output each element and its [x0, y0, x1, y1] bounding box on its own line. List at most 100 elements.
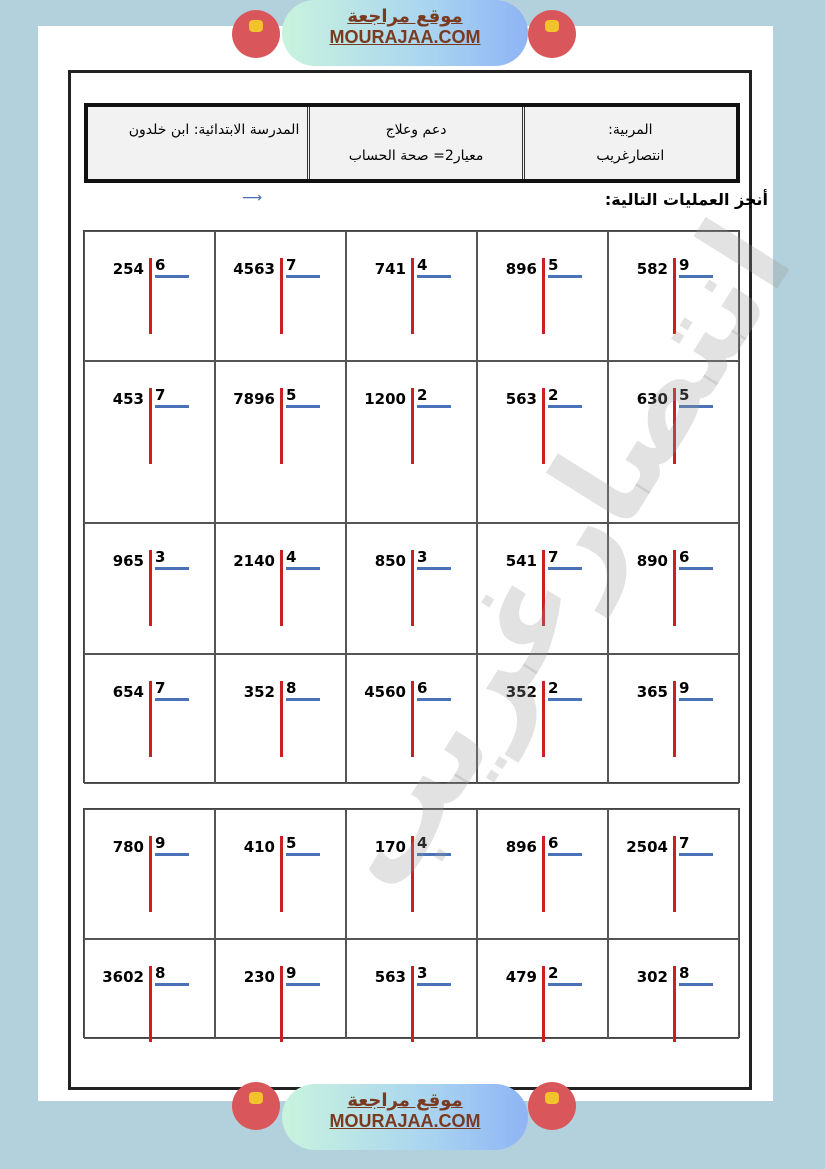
division-cell[interactable]: 7896 5	[215, 361, 346, 523]
division-cell[interactable]: 563 3	[346, 939, 477, 1042]
divisor: 7	[679, 834, 713, 856]
division-cell[interactable]: 965 3	[84, 523, 215, 654]
divisor: 3	[155, 548, 189, 570]
division-line	[280, 258, 283, 334]
dividend: 479	[505, 968, 537, 986]
division-cell[interactable]: 479 2	[477, 939, 608, 1042]
site-banner-top[interactable]: موقع مراجعة MOURAJAA.COM	[282, 0, 528, 66]
dividend: 4560	[364, 683, 406, 701]
divisor: 7	[155, 386, 189, 408]
dividend: 170	[374, 838, 406, 856]
division-cell[interactable]: 890 6	[608, 523, 739, 654]
division-cell[interactable]: 352 2	[477, 654, 608, 784]
division-cell[interactable]: 453 7	[84, 361, 215, 523]
divisor: 7	[155, 679, 189, 701]
division-line	[542, 258, 545, 334]
dividend: 453	[112, 390, 144, 408]
division-cell[interactable]: 4563 7	[215, 231, 346, 361]
divisor: 8	[155, 964, 189, 986]
dividend: 780	[112, 838, 144, 856]
divisor: 5	[548, 256, 582, 278]
banner-arabic: موقع مراجعة	[347, 1090, 463, 1111]
division-line	[542, 836, 545, 912]
divisor: 9	[679, 256, 713, 278]
divisor: 9	[155, 834, 189, 856]
divisor: 6	[155, 256, 189, 278]
dividend: 563	[374, 968, 406, 986]
division-line	[280, 388, 283, 464]
dividend: 563	[505, 390, 537, 408]
division-cell[interactable]: 1200 2	[346, 361, 477, 523]
division-cell[interactable]: 230 9	[215, 939, 346, 1042]
dividend: 1200	[364, 390, 406, 408]
dividend: 2140	[233, 552, 275, 570]
division-line	[542, 681, 545, 757]
division-line	[411, 388, 414, 464]
dividend: 896	[505, 838, 537, 856]
division-line	[542, 966, 545, 1042]
division-line	[149, 388, 152, 464]
criterion: معيار2= صحة الحساب	[348, 148, 484, 164]
division-cell[interactable]: 896 5	[477, 231, 608, 361]
teacher-label: المربية:	[608, 122, 653, 138]
division-cell[interactable]: 3602 8	[84, 939, 215, 1042]
division-cell[interactable]: 654 7	[84, 654, 215, 784]
division-line	[280, 681, 283, 757]
division-cell[interactable]: 780 9	[84, 809, 215, 939]
division-line	[673, 836, 676, 912]
divisor: 6	[548, 834, 582, 856]
divisor: 9	[286, 964, 320, 986]
dividend: 352	[505, 683, 537, 701]
divisor: 9	[679, 679, 713, 701]
school-cell: المدرسة الابتدائية: ابن خلدون	[88, 107, 307, 179]
division-cell[interactable]: 563 2	[477, 361, 608, 523]
division-cell[interactable]: 365 9	[608, 654, 739, 784]
division-cell[interactable]: 2140 4	[215, 523, 346, 654]
division-line	[280, 836, 283, 912]
division-cell[interactable]: 254 6	[84, 231, 215, 361]
divisor: 4	[417, 256, 451, 278]
instruction: أنجز العمليات التالية:	[604, 190, 768, 209]
division-cell[interactable]: 741 4	[346, 231, 477, 361]
division-cell[interactable]: 2504 7	[608, 809, 739, 939]
divisor: 2	[548, 386, 582, 408]
divisor: 7	[286, 256, 320, 278]
teacher-cell: المربية: انتصارغريب	[521, 107, 736, 179]
division-cell[interactable]: 541 7	[477, 523, 608, 654]
dividend: 741	[374, 260, 406, 278]
dividend: 965	[112, 552, 144, 570]
dividend: 582	[636, 260, 668, 278]
dividend: 890	[636, 552, 668, 570]
division-cell[interactable]: 302 8	[608, 939, 739, 1042]
header-table: المربية: انتصارغريب دعم وعلاج معيار2= صحة …	[84, 103, 740, 183]
division-cell[interactable]: 352 8	[215, 654, 346, 784]
division-line	[411, 258, 414, 334]
dividend: 2504	[626, 838, 668, 856]
division-line	[673, 258, 676, 334]
banner-site: MOURAJAA.COM	[329, 27, 481, 47]
subject-cell: دعم وعلاج معيار2= صحة الحساب	[307, 107, 521, 179]
division-cell[interactable]: 170 4	[346, 809, 477, 939]
division-cell[interactable]: 582 9	[608, 231, 739, 361]
banner-site: MOURAJAA.COM	[329, 1111, 481, 1131]
logo-badge-icon	[232, 1082, 280, 1130]
division-grid-1: 254 6 4563 7 741 4 896 5 582 9 453 7 7896 5 1200 2 563 2 6…	[83, 230, 740, 784]
division-cell[interactable]: 850 3	[346, 523, 477, 654]
division-cell[interactable]: 410 5	[215, 809, 346, 939]
division-line	[149, 258, 152, 334]
division-grid-2: 780 9 410 5 170 4 896 6 2504 7 3602 8 230 9 563 3 479 2 30…	[83, 808, 740, 1042]
site-banner-bottom[interactable]: موقع مراجعة MOURAJAA.COM	[282, 1084, 528, 1150]
division-line	[411, 550, 414, 626]
divisor: 3	[417, 548, 451, 570]
division-line	[673, 550, 676, 626]
dividend: 410	[243, 838, 275, 856]
division-cell[interactable]: 630 5	[608, 361, 739, 523]
division-cell[interactable]: 4560 6	[346, 654, 477, 784]
divisor: 6	[679, 548, 713, 570]
division-cell[interactable]: 896 6	[477, 809, 608, 939]
divisor: 8	[679, 964, 713, 986]
divisor: 8	[286, 679, 320, 701]
worksheet-page	[38, 26, 773, 1101]
division-line	[411, 836, 414, 912]
dividend: 7896	[233, 390, 275, 408]
